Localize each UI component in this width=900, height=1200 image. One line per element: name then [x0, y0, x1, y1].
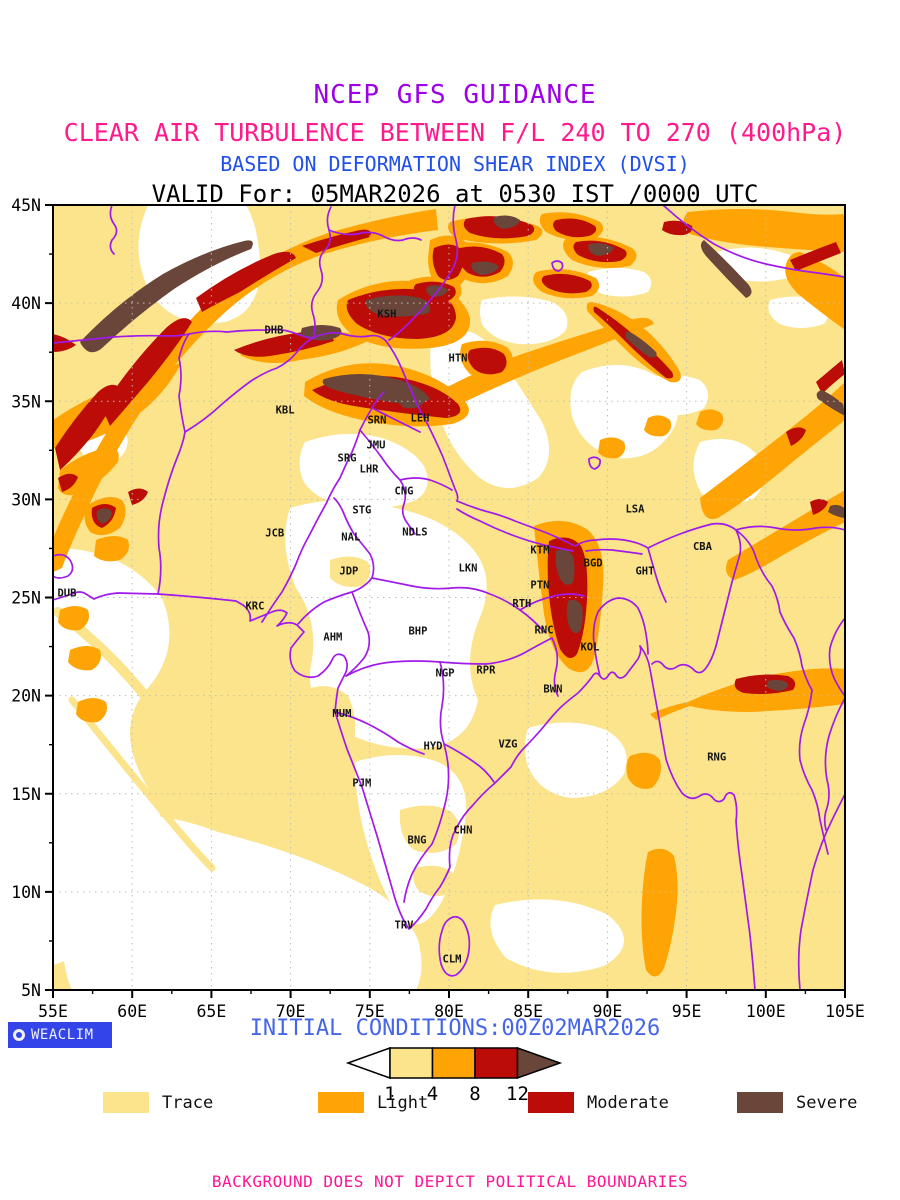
lon-tick-label: 95E — [672, 1002, 702, 1021]
station-label: CNG — [395, 485, 414, 497]
station-label: MUM — [332, 708, 351, 720]
station-label: JCB — [265, 527, 284, 539]
trace-streaks — [53, 544, 460, 897]
initial-conditions: INITIAL CONDITIONS:00Z02MAR2026 — [249, 1016, 661, 1041]
station-label: CLM — [443, 954, 462, 966]
lat-tick-label: 10N — [11, 883, 41, 902]
lon-tick-label: 100E — [746, 1002, 786, 1021]
lon-tick-label: 55E — [38, 1002, 68, 1021]
axes: 45N 40N 35N 30N 25N 20N 15N 10N 5N 55E 60E 65E 70E 75… — [11, 196, 865, 1021]
lon-tick-label: 85E — [513, 1002, 543, 1021]
lat-tick-label: 20N — [11, 687, 41, 706]
colorbar-value: 4 — [427, 1083, 438, 1105]
station-label: KSH — [377, 308, 396, 320]
station-label: AHM — [323, 631, 342, 643]
station-label: LKN — [459, 563, 478, 575]
moderate-swatch — [528, 1092, 574, 1113]
station-label: NDLS — [402, 526, 427, 538]
station-label: STG — [352, 504, 371, 516]
station-label: KTM — [530, 545, 549, 557]
station-label: PTN — [530, 579, 549, 591]
lat-tick-label: 30N — [11, 490, 41, 509]
station-label: BNG — [408, 835, 427, 847]
station-label: BWN — [543, 683, 562, 695]
light-label: Light — [377, 1092, 429, 1113]
legend-item-trace: Trace — [103, 1092, 213, 1113]
country-boundaries — [53, 205, 845, 990]
legend-item-light: Light — [318, 1092, 428, 1113]
station-label: CHN — [453, 825, 472, 837]
weaclim-logo-icon — [13, 1029, 25, 1041]
lon-tick-label: 60E — [117, 1002, 147, 1021]
station-label: TRV — [395, 920, 415, 932]
severe-label: Severe — [796, 1092, 858, 1113]
severe-swatch — [737, 1092, 783, 1113]
station-label: KOL — [580, 641, 599, 653]
station-label: GHT — [635, 566, 654, 578]
colorbar-value: 8 — [469, 1083, 480, 1105]
station-label: HYD — [424, 741, 443, 753]
station-label: LHR — [360, 463, 380, 475]
station-label: KRC — [245, 600, 264, 612]
station-label: RNG — [707, 752, 726, 764]
lat-tick-label: 5N — [21, 981, 41, 1000]
station-label: BGD — [584, 557, 603, 569]
lat-tick-label: 45N — [11, 196, 41, 215]
station-label: SRN — [367, 415, 386, 427]
trace-swatch — [103, 1092, 149, 1113]
station-label: KBL — [276, 405, 295, 417]
station-label: RTH — [512, 598, 531, 610]
weaclim-logo[interactable]: WEACLIM — [8, 1022, 112, 1048]
colorbar-value: 1 — [384, 1083, 395, 1105]
lon-tick-label: 70E — [276, 1002, 306, 1021]
lat-tick-label: 40N — [11, 294, 41, 313]
station-label: SRG — [338, 453, 357, 465]
disclaimer: BACKGROUND DOES NOT DEPICT POLITICAL BOU… — [211, 1172, 689, 1191]
station-label: LSA — [625, 504, 645, 516]
lon-tick-label: 90E — [592, 1002, 622, 1021]
station-label: VZG — [498, 739, 517, 751]
station-label: HTN — [449, 353, 468, 365]
lon-tick-label: 75E — [355, 1002, 385, 1021]
station-label: PJM — [352, 777, 371, 789]
station-label: CBA — [693, 541, 713, 553]
station-label: LEH — [411, 413, 430, 425]
station-label: JDP — [339, 566, 358, 578]
chart-valid-time: VALID For: 05MAR2026 at 0530 IST /0000 U… — [151, 180, 759, 208]
colorbar-value: 12 — [506, 1083, 529, 1105]
lon-tick-label: 65E — [196, 1002, 226, 1021]
chart-subtitle-index: BASED ON DEFORMATION SHEAR INDEX (DVSI) — [220, 152, 690, 176]
legend-item-severe: Severe — [737, 1092, 857, 1113]
lon-tick-label: 105E — [825, 1002, 865, 1021]
chart-title: NCEP GFS GUIDANCE — [313, 80, 597, 110]
legend-item-moderate: Moderate — [528, 1092, 669, 1113]
station-label: JMU — [366, 440, 385, 452]
station-label: RPR — [476, 665, 496, 677]
weaclim-logo-text: WEACLIM — [31, 1027, 94, 1043]
light-swatch — [318, 1092, 364, 1113]
lat-tick-label: 35N — [11, 392, 41, 411]
lat-tick-label: 15N — [11, 785, 41, 804]
chart-subtitle-turbulence: CLEAR AIR TURBULENCE BETWEEN F/L 240 TO … — [63, 118, 847, 147]
colorbar-values: 1 4 8 12 — [384, 1083, 529, 1105]
moderate-label: Moderate — [587, 1092, 669, 1113]
lat-tick-label: 25N — [11, 589, 41, 608]
station-label: NAL — [341, 532, 360, 544]
station-label: BHP — [408, 625, 427, 637]
trace-label: Trace — [162, 1092, 214, 1113]
station-label: DHB — [264, 325, 283, 337]
station-label: RNC — [535, 624, 554, 636]
station-label: NGP — [436, 668, 455, 680]
lon-tick-label: 80E — [434, 1002, 464, 1021]
colorbar: 1 4 8 12 — [345, 1046, 563, 1105]
station-label: DUB — [57, 587, 76, 599]
severe-turbulence-regions — [80, 215, 845, 691]
